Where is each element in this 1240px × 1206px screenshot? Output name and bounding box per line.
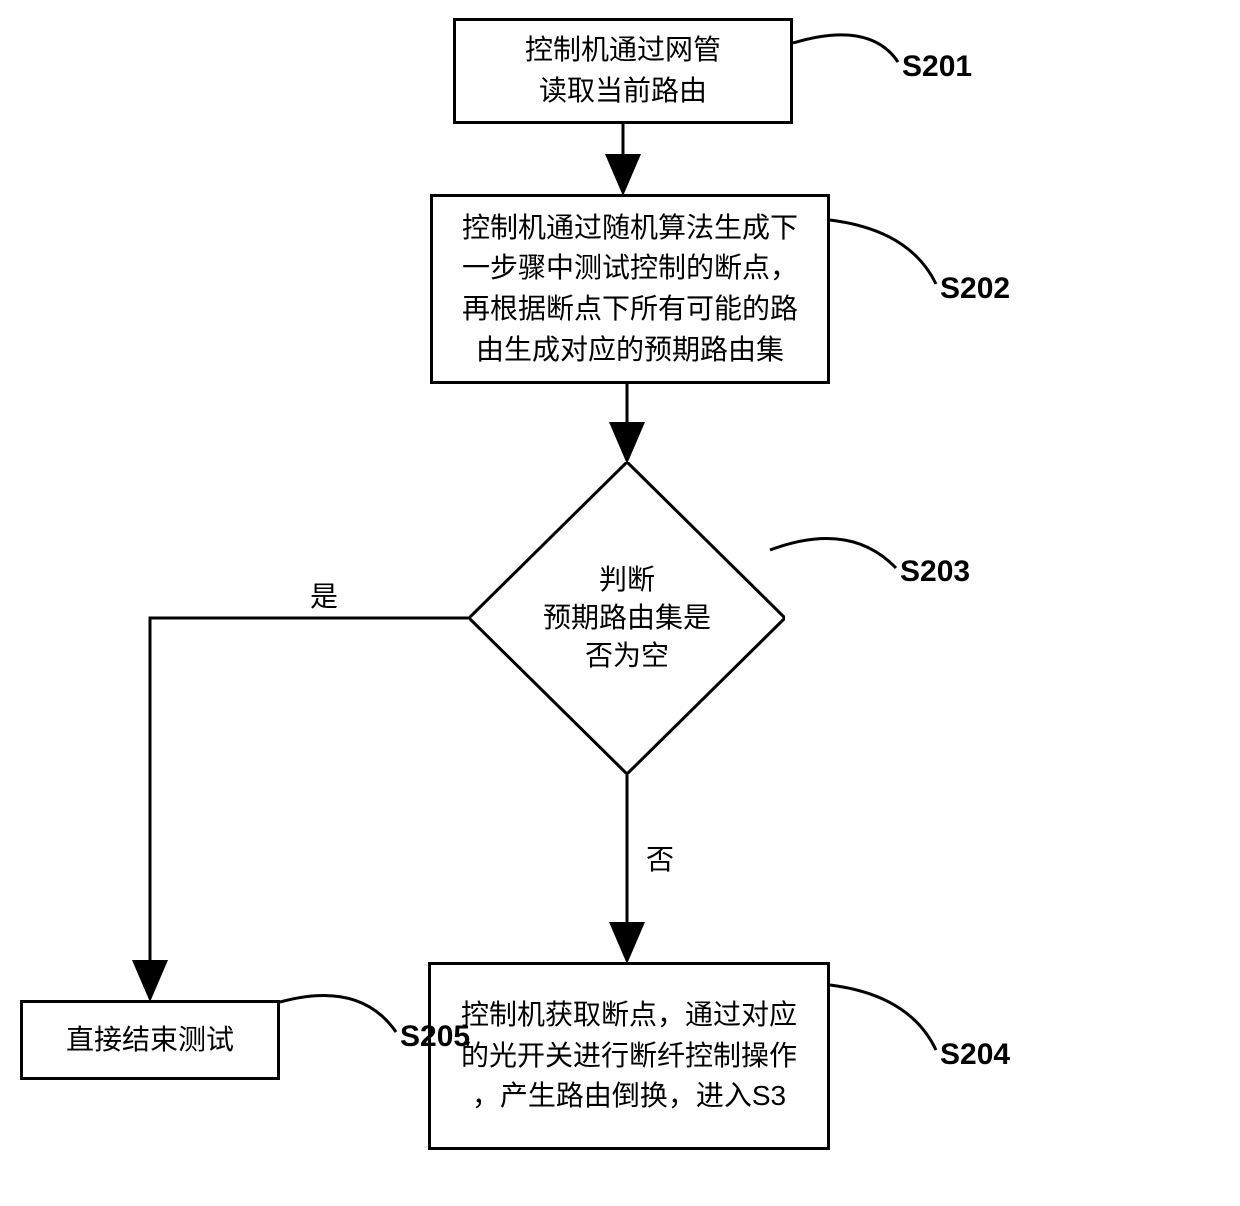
s202-line2: 一步骤中测试控制的断点， (462, 248, 798, 289)
node-s201: 控制机通过网管 读取当前路由 (453, 18, 793, 124)
edge-label-no: 否 (646, 838, 674, 878)
node-s204: 控制机获取断点，通过对应 的光开关进行断纤控制操作 ，产生路由倒换，进入S3 (428, 962, 830, 1150)
s201-line2: 读取当前路由 (525, 71, 721, 112)
step-label-s204: S204 (940, 1038, 1010, 1072)
s202-line3: 再根据断点下所有可能的路 (462, 289, 798, 330)
node-s205: 直接结束测试 (20, 1000, 280, 1080)
s203-line2: 预期路由集是 (543, 599, 711, 637)
s202-line4: 由生成对应的预期路由集 (462, 330, 798, 371)
s204-line3: ，产生路由倒换，进入S3 (461, 1076, 797, 1117)
s201-line1: 控制机通过网管 (525, 30, 721, 71)
step-label-s205: S205 (400, 1020, 470, 1054)
s204-line2: 的光开关进行断纤控制操作 (461, 1036, 797, 1077)
step-label-s202: S202 (940, 272, 1010, 306)
node-s202: 控制机通过随机算法生成下 一步骤中测试控制的断点， 再根据断点下所有可能的路 由… (430, 194, 830, 384)
s203-line1: 判断 (543, 561, 711, 599)
edge-label-yes: 是 (310, 575, 338, 615)
s205-line1: 直接结束测试 (66, 1020, 234, 1061)
s202-line1: 控制机通过随机算法生成下 (462, 208, 798, 249)
node-s203: 判断 预期路由集是 否为空 (469, 462, 785, 774)
step-label-s201: S201 (902, 50, 972, 84)
s203-line3: 否为空 (543, 637, 711, 675)
s204-line1: 控制机获取断点，通过对应 (461, 995, 797, 1036)
step-label-s203: S203 (900, 555, 970, 589)
